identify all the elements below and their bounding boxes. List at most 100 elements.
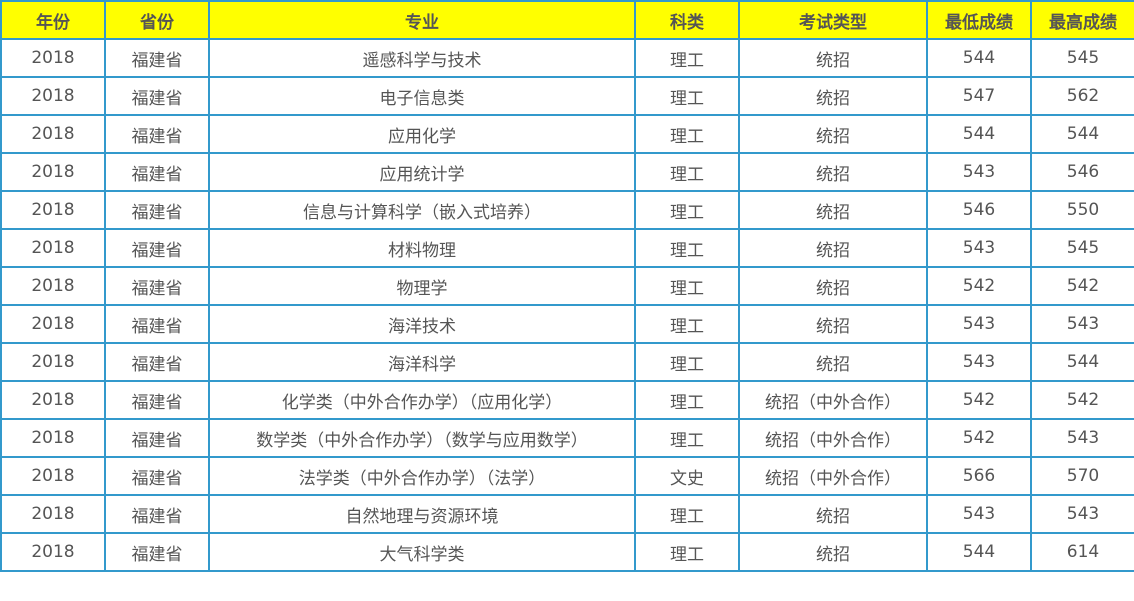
cell-year: 2018 bbox=[0, 532, 106, 572]
cell-min-score: 547 bbox=[926, 76, 1032, 116]
table-row: 2018 福建省 遥感科学与技术 理工 统招 544 545 bbox=[0, 38, 1134, 78]
cell-major: 材料物理 bbox=[208, 228, 636, 268]
cell-major: 大气科学类 bbox=[208, 532, 636, 572]
cell-province: 福建省 bbox=[104, 152, 210, 192]
table-row: 2018 福建省 电子信息类 理工 统招 547 562 bbox=[0, 76, 1134, 116]
cell-max-score: 550 bbox=[1030, 190, 1134, 230]
cell-exam-type: 统招 bbox=[738, 152, 928, 192]
cell-category: 理工 bbox=[634, 114, 740, 154]
cell-max-score: 544 bbox=[1030, 342, 1134, 382]
table-row: 2018 福建省 材料物理 理工 统招 543 545 bbox=[0, 228, 1134, 268]
cell-max-score: 614 bbox=[1030, 532, 1134, 572]
cell-max-score: 542 bbox=[1030, 380, 1134, 420]
cell-province: 福建省 bbox=[104, 190, 210, 230]
cell-min-score: 542 bbox=[926, 380, 1032, 420]
cell-major: 数学类（中外合作办学）（数学与应用数学） bbox=[208, 418, 636, 458]
cell-min-score: 544 bbox=[926, 532, 1032, 572]
cell-year: 2018 bbox=[0, 76, 106, 116]
header-min-score: 最低成绩 bbox=[926, 0, 1032, 40]
cell-major: 法学类（中外合作办学）（法学） bbox=[208, 456, 636, 496]
table-row: 2018 福建省 大气科学类 理工 统招 544 614 bbox=[0, 532, 1134, 572]
cell-major: 电子信息类 bbox=[208, 76, 636, 116]
cell-category: 理工 bbox=[634, 418, 740, 458]
cell-exam-type: 统招 bbox=[738, 304, 928, 344]
table-row: 2018 福建省 信息与计算科学（嵌入式培养） 理工 统招 546 550 bbox=[0, 190, 1134, 230]
cell-year: 2018 bbox=[0, 342, 106, 382]
cell-category: 理工 bbox=[634, 76, 740, 116]
table-row: 2018 福建省 应用统计学 理工 统招 543 546 bbox=[0, 152, 1134, 192]
cell-max-score: 542 bbox=[1030, 266, 1134, 306]
cell-category: 理工 bbox=[634, 342, 740, 382]
table-row: 2018 福建省 自然地理与资源环境 理工 统招 543 543 bbox=[0, 494, 1134, 534]
cell-min-score: 542 bbox=[926, 266, 1032, 306]
cell-year: 2018 bbox=[0, 38, 106, 78]
cell-exam-type: 统招 bbox=[738, 38, 928, 78]
cell-min-score: 543 bbox=[926, 228, 1032, 268]
cell-province: 福建省 bbox=[104, 456, 210, 496]
cell-major: 信息与计算科学（嵌入式培养） bbox=[208, 190, 636, 230]
cell-year: 2018 bbox=[0, 456, 106, 496]
cell-exam-type: 统招（中外合作） bbox=[738, 418, 928, 458]
table-row: 2018 福建省 海洋科学 理工 统招 543 544 bbox=[0, 342, 1134, 382]
cell-min-score: 544 bbox=[926, 38, 1032, 78]
cell-min-score: 542 bbox=[926, 418, 1032, 458]
cell-exam-type: 统招 bbox=[738, 76, 928, 116]
header-year: 年份 bbox=[0, 0, 106, 40]
cell-year: 2018 bbox=[0, 152, 106, 192]
header-row: 年份 省份 专业 科类 考试类型 最低成绩 最高成绩 bbox=[0, 0, 1134, 40]
cell-min-score: 543 bbox=[926, 304, 1032, 344]
header-province: 省份 bbox=[104, 0, 210, 40]
cell-category: 理工 bbox=[634, 38, 740, 78]
cell-province: 福建省 bbox=[104, 266, 210, 306]
cell-min-score: 566 bbox=[926, 456, 1032, 496]
cell-category: 理工 bbox=[634, 228, 740, 268]
table-row: 2018 福建省 海洋技术 理工 统招 543 543 bbox=[0, 304, 1134, 344]
cell-exam-type: 统招 bbox=[738, 190, 928, 230]
cell-category: 理工 bbox=[634, 304, 740, 344]
header-category: 科类 bbox=[634, 0, 740, 40]
cell-max-score: 544 bbox=[1030, 114, 1134, 154]
cell-max-score: 546 bbox=[1030, 152, 1134, 192]
cell-exam-type: 统招 bbox=[738, 228, 928, 268]
table-row: 2018 福建省 物理学 理工 统招 542 542 bbox=[0, 266, 1134, 306]
table-row: 2018 福建省 数学类（中外合作办学）（数学与应用数学） 理工 统招（中外合作） 542… bbox=[0, 418, 1134, 458]
cell-major: 物理学 bbox=[208, 266, 636, 306]
cell-major: 应用统计学 bbox=[208, 152, 636, 192]
cell-max-score: 562 bbox=[1030, 76, 1134, 116]
cell-major: 海洋技术 bbox=[208, 304, 636, 344]
cell-province: 福建省 bbox=[104, 228, 210, 268]
cell-province: 福建省 bbox=[104, 114, 210, 154]
cell-category: 文史 bbox=[634, 456, 740, 496]
cell-max-score: 543 bbox=[1030, 304, 1134, 344]
cell-year: 2018 bbox=[0, 304, 106, 344]
cell-category: 理工 bbox=[634, 190, 740, 230]
cell-province: 福建省 bbox=[104, 38, 210, 78]
cell-exam-type: 统招 bbox=[738, 114, 928, 154]
cell-year: 2018 bbox=[0, 418, 106, 458]
cell-province: 福建省 bbox=[104, 380, 210, 420]
cell-min-score: 543 bbox=[926, 494, 1032, 534]
cell-year: 2018 bbox=[0, 380, 106, 420]
cell-province: 福建省 bbox=[104, 342, 210, 382]
cell-min-score: 543 bbox=[926, 342, 1032, 382]
cell-exam-type: 统招（中外合作） bbox=[738, 380, 928, 420]
header-exam-type: 考试类型 bbox=[738, 0, 928, 40]
cell-year: 2018 bbox=[0, 228, 106, 268]
cell-max-score: 545 bbox=[1030, 38, 1134, 78]
cell-major: 遥感科学与技术 bbox=[208, 38, 636, 78]
cell-year: 2018 bbox=[0, 190, 106, 230]
cell-max-score: 543 bbox=[1030, 418, 1134, 458]
cell-province: 福建省 bbox=[104, 532, 210, 572]
table-row: 2018 福建省 化学类（中外合作办学）（应用化学） 理工 统招（中外合作） 542 542 bbox=[0, 380, 1134, 420]
cell-province: 福建省 bbox=[104, 76, 210, 116]
cell-min-score: 544 bbox=[926, 114, 1032, 154]
cell-major: 化学类（中外合作办学）（应用化学） bbox=[208, 380, 636, 420]
cell-exam-type: 统招 bbox=[738, 342, 928, 382]
cell-max-score: 543 bbox=[1030, 494, 1134, 534]
cell-max-score: 570 bbox=[1030, 456, 1134, 496]
cell-province: 福建省 bbox=[104, 494, 210, 534]
cell-year: 2018 bbox=[0, 114, 106, 154]
cell-province: 福建省 bbox=[104, 418, 210, 458]
cell-major: 应用化学 bbox=[208, 114, 636, 154]
cell-major: 自然地理与资源环境 bbox=[208, 494, 636, 534]
